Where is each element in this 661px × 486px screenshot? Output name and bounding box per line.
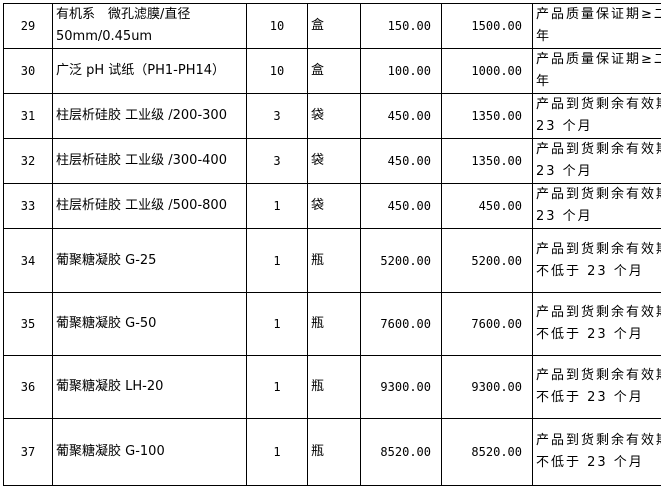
quantity: 1 [247, 293, 308, 356]
total-price: 1000.00 [442, 49, 533, 94]
unit-price: 450.00 [361, 139, 442, 184]
unit-price: 5200.00 [361, 229, 442, 293]
item-number: 37 [4, 419, 53, 486]
unit: 瓶 [308, 356, 361, 419]
unit-price: 100.00 [361, 49, 442, 94]
unit: 袋 [308, 184, 361, 229]
unit: 袋 [308, 94, 361, 139]
total-price: 1350.00 [442, 94, 533, 139]
unit: 瓶 [308, 293, 361, 356]
unit: 盒 [308, 49, 361, 94]
unit-price: 7600.00 [361, 293, 442, 356]
total-price: 1500.00 [442, 4, 533, 49]
unit-price: 150.00 [361, 4, 442, 49]
item-number: 30 [4, 49, 53, 94]
remark: 产品到货剩余有效期 23 个月 [533, 94, 661, 139]
unit: 盒 [308, 4, 361, 49]
item-name: 柱层析硅胶 工业级 /200-300 [53, 94, 247, 139]
unit-price: 450.00 [361, 184, 442, 229]
total-price: 1350.00 [442, 139, 533, 184]
remark: 产品到货剩余有效期不低于 23 个月 [533, 229, 661, 293]
unit-price: 450.00 [361, 94, 442, 139]
item-name: 葡聚糖凝胶 LH-20 [53, 356, 247, 419]
total-price: 450.00 [442, 184, 533, 229]
item-number: 31 [4, 94, 53, 139]
total-price: 8520.00 [442, 419, 533, 486]
item-number: 32 [4, 139, 53, 184]
quantity: 1 [247, 419, 308, 486]
remark: 产品质量保证期≥二年 [533, 49, 661, 94]
item-name: 柱层析硅胶 工业级 /300-400 [53, 139, 247, 184]
unit-price: 9300.00 [361, 356, 442, 419]
total-price: 5200.00 [442, 229, 533, 293]
item-name: 柱层析硅胶 工业级 /500-800 [53, 184, 247, 229]
item-number: 35 [4, 293, 53, 356]
quantity: 1 [247, 229, 308, 293]
quantity: 10 [247, 49, 308, 94]
quantity: 3 [247, 139, 308, 184]
quantity: 1 [247, 184, 308, 229]
total-price: 7600.00 [442, 293, 533, 356]
item-name: 葡聚糖凝胶 G-100 [53, 419, 247, 486]
item-number: 36 [4, 356, 53, 419]
item-number: 34 [4, 229, 53, 293]
remark: 产品到货剩余有效期 23 个月 [533, 184, 661, 229]
item-name: 葡聚糖凝胶 G-25 [53, 229, 247, 293]
item-number: 33 [4, 184, 53, 229]
quantity: 1 [247, 356, 308, 419]
unit: 瓶 [308, 229, 361, 293]
unit: 袋 [308, 139, 361, 184]
remark: 产品到货剩余有效期 23 个月 [533, 139, 661, 184]
item-name: 有机系 微孔滤膜/直径 50mm/0.45um [53, 4, 247, 49]
remark: 产品质量保证期≥二年 [533, 4, 661, 49]
unit: 瓶 [308, 419, 361, 486]
quantity: 10 [247, 4, 308, 49]
remark: 产品到货剩余有效期不低于 23 个月 [533, 293, 661, 356]
remark: 产品到货剩余有效期不低于 23 个月 [533, 356, 661, 419]
item-name: 葡聚糖凝胶 G-50 [53, 293, 247, 356]
total-price: 9300.00 [442, 356, 533, 419]
unit-price: 8520.00 [361, 419, 442, 486]
remark: 产品到货剩余有效期不低于 23 个月 [533, 419, 661, 486]
quantity: 3 [247, 94, 308, 139]
item-name: 广泛 pH 试纸（PH1-PH14） [53, 49, 247, 94]
item-number: 29 [4, 4, 53, 49]
